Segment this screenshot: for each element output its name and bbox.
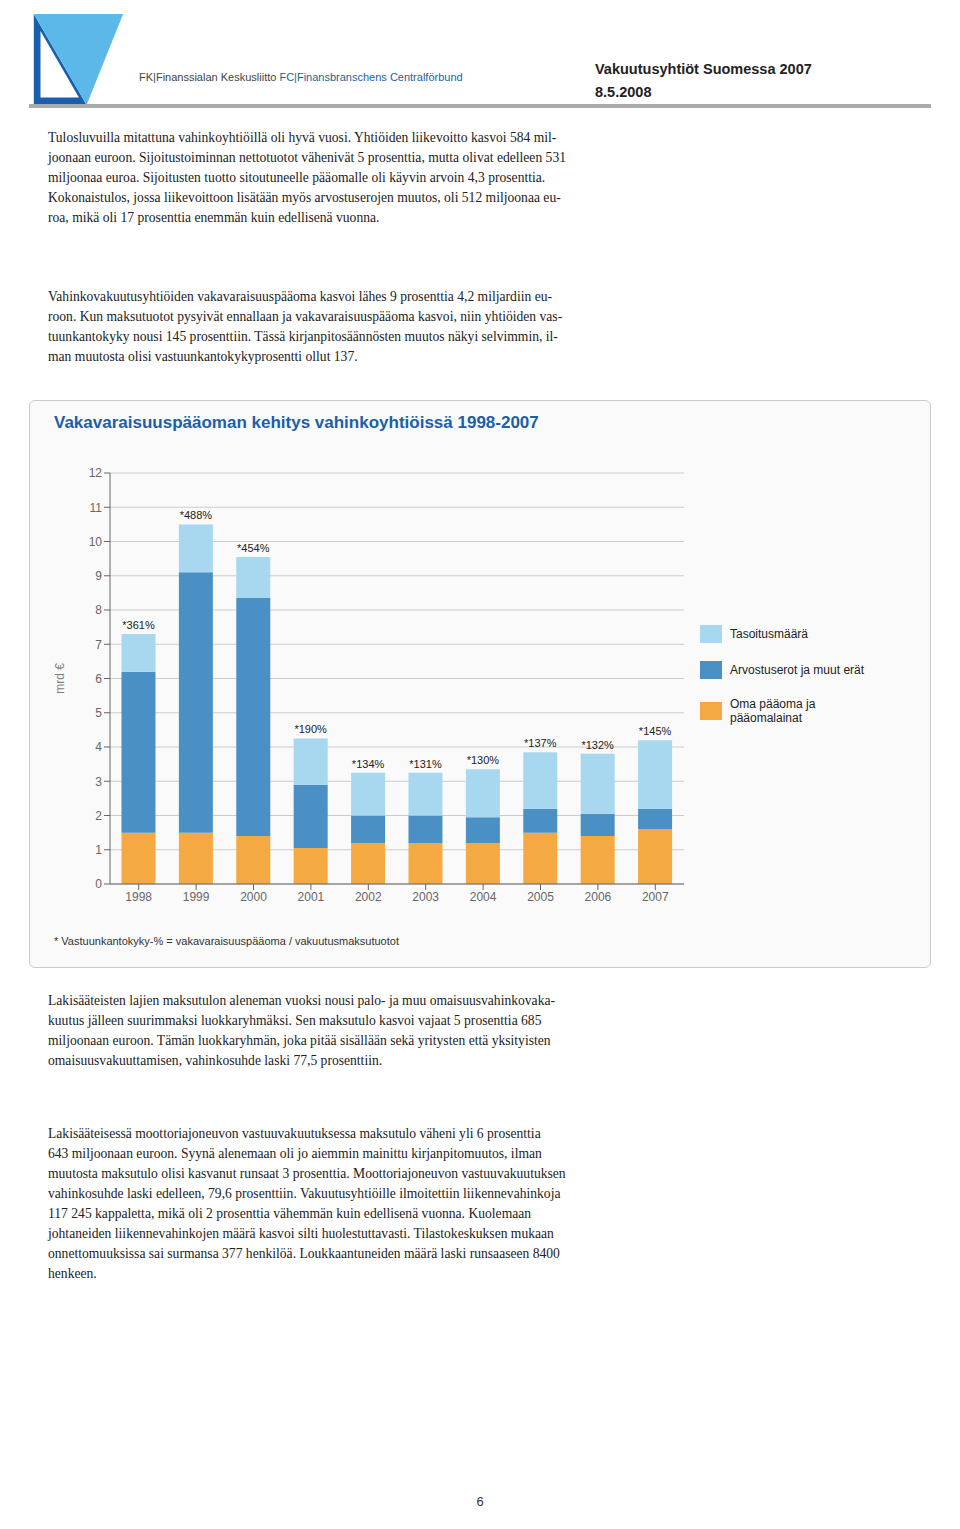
svg-text:2007: 2007 (642, 890, 669, 904)
svg-text:4: 4 (95, 740, 102, 754)
svg-text:1998: 1998 (125, 890, 152, 904)
html-text:FK|Finanssialan Keskusliitto F: FK|Finanssialan Keskusliitto FC|Finansbr… (139, 71, 463, 83)
svg-text:*132%: *132% (581, 739, 614, 751)
svg-text:7: 7 (95, 638, 102, 652)
svg-text:2003: 2003 (412, 890, 439, 904)
html-text:Lakisääteisessä moottoriajoneu: Lakisääteisessä moottoriajoneuvon vastuu… (48, 1126, 566, 1281)
svg-text:1: 1 (95, 843, 102, 857)
svg-text:*361%: *361% (122, 619, 155, 631)
html-text:* Vastuunkantokyky-% = vakavar: * Vastuunkantokyky-% = vakavaraisuuspääo… (54, 935, 399, 947)
html-text:8.5.2008: 8.5.2008 (595, 84, 652, 100)
svg-text:10: 10 (89, 535, 103, 549)
svg-text:2001: 2001 (298, 890, 325, 904)
svg-text:2: 2 (95, 809, 102, 823)
svg-text:11: 11 (90, 501, 103, 515)
svg-text:12: 12 (89, 466, 103, 480)
svg-text:*130%: *130% (467, 754, 500, 766)
svg-text:*137%: *137% (524, 737, 557, 749)
html-text:Vahinkovakuutusyhtiöiden vakav: Vahinkovakuutusyhtiöiden vakavaraisuuspä… (48, 289, 563, 364)
html-text:Oma pääoma ja pääomalainat: Oma pääoma ja pääomalainat (730, 697, 816, 725)
svg-text:*488%: *488% (180, 509, 213, 521)
html-text:Vakavaraisuuspääoman kehitys v: Vakavaraisuuspääoman kehitys vahinkoyhti… (54, 413, 539, 432)
svg-text:3: 3 (95, 775, 102, 789)
svg-text:2002: 2002 (355, 890, 382, 904)
svg-text:6: 6 (95, 672, 102, 686)
svg-text:*145%: *145% (639, 725, 672, 737)
svg-text:*131%: *131% (409, 758, 442, 770)
svg-text:9: 9 (95, 569, 102, 583)
html-text:Tulosluvuilla mitattuna vahink: Tulosluvuilla mitattuna vahinkoyhtiöillä… (48, 130, 566, 225)
svg-text:0: 0 (95, 877, 102, 891)
svg-text:mrd €: mrd € (53, 663, 67, 694)
html-text:Tasoitusmäärä: Tasoitusmäärä (730, 627, 808, 641)
svg-text:2004: 2004 (470, 890, 497, 904)
html-text:6: 6 (476, 1494, 484, 1509)
svg-text:2000: 2000 (240, 890, 267, 904)
svg-text:5: 5 (95, 706, 102, 720)
html-text:Lakisääteisten lajien maksutul: Lakisääteisten lajien maksutulon alenema… (48, 993, 555, 1068)
svg-text:*190%: *190% (294, 723, 327, 735)
html-text:Arvostuserot ja muut erät: Arvostuserot ja muut erät (730, 663, 865, 677)
svg-text:1999: 1999 (183, 890, 210, 904)
html-text:Vakuutusyhtiöt Suomessa 2007: Vakuutusyhtiöt Suomessa 2007 (595, 61, 812, 77)
svg-text:2005: 2005 (527, 890, 554, 904)
svg-text:8: 8 (95, 603, 102, 617)
svg-text:2006: 2006 (585, 890, 612, 904)
svg-text:*454%: *454% (237, 542, 270, 554)
svg-text:*134%: *134% (352, 758, 385, 770)
